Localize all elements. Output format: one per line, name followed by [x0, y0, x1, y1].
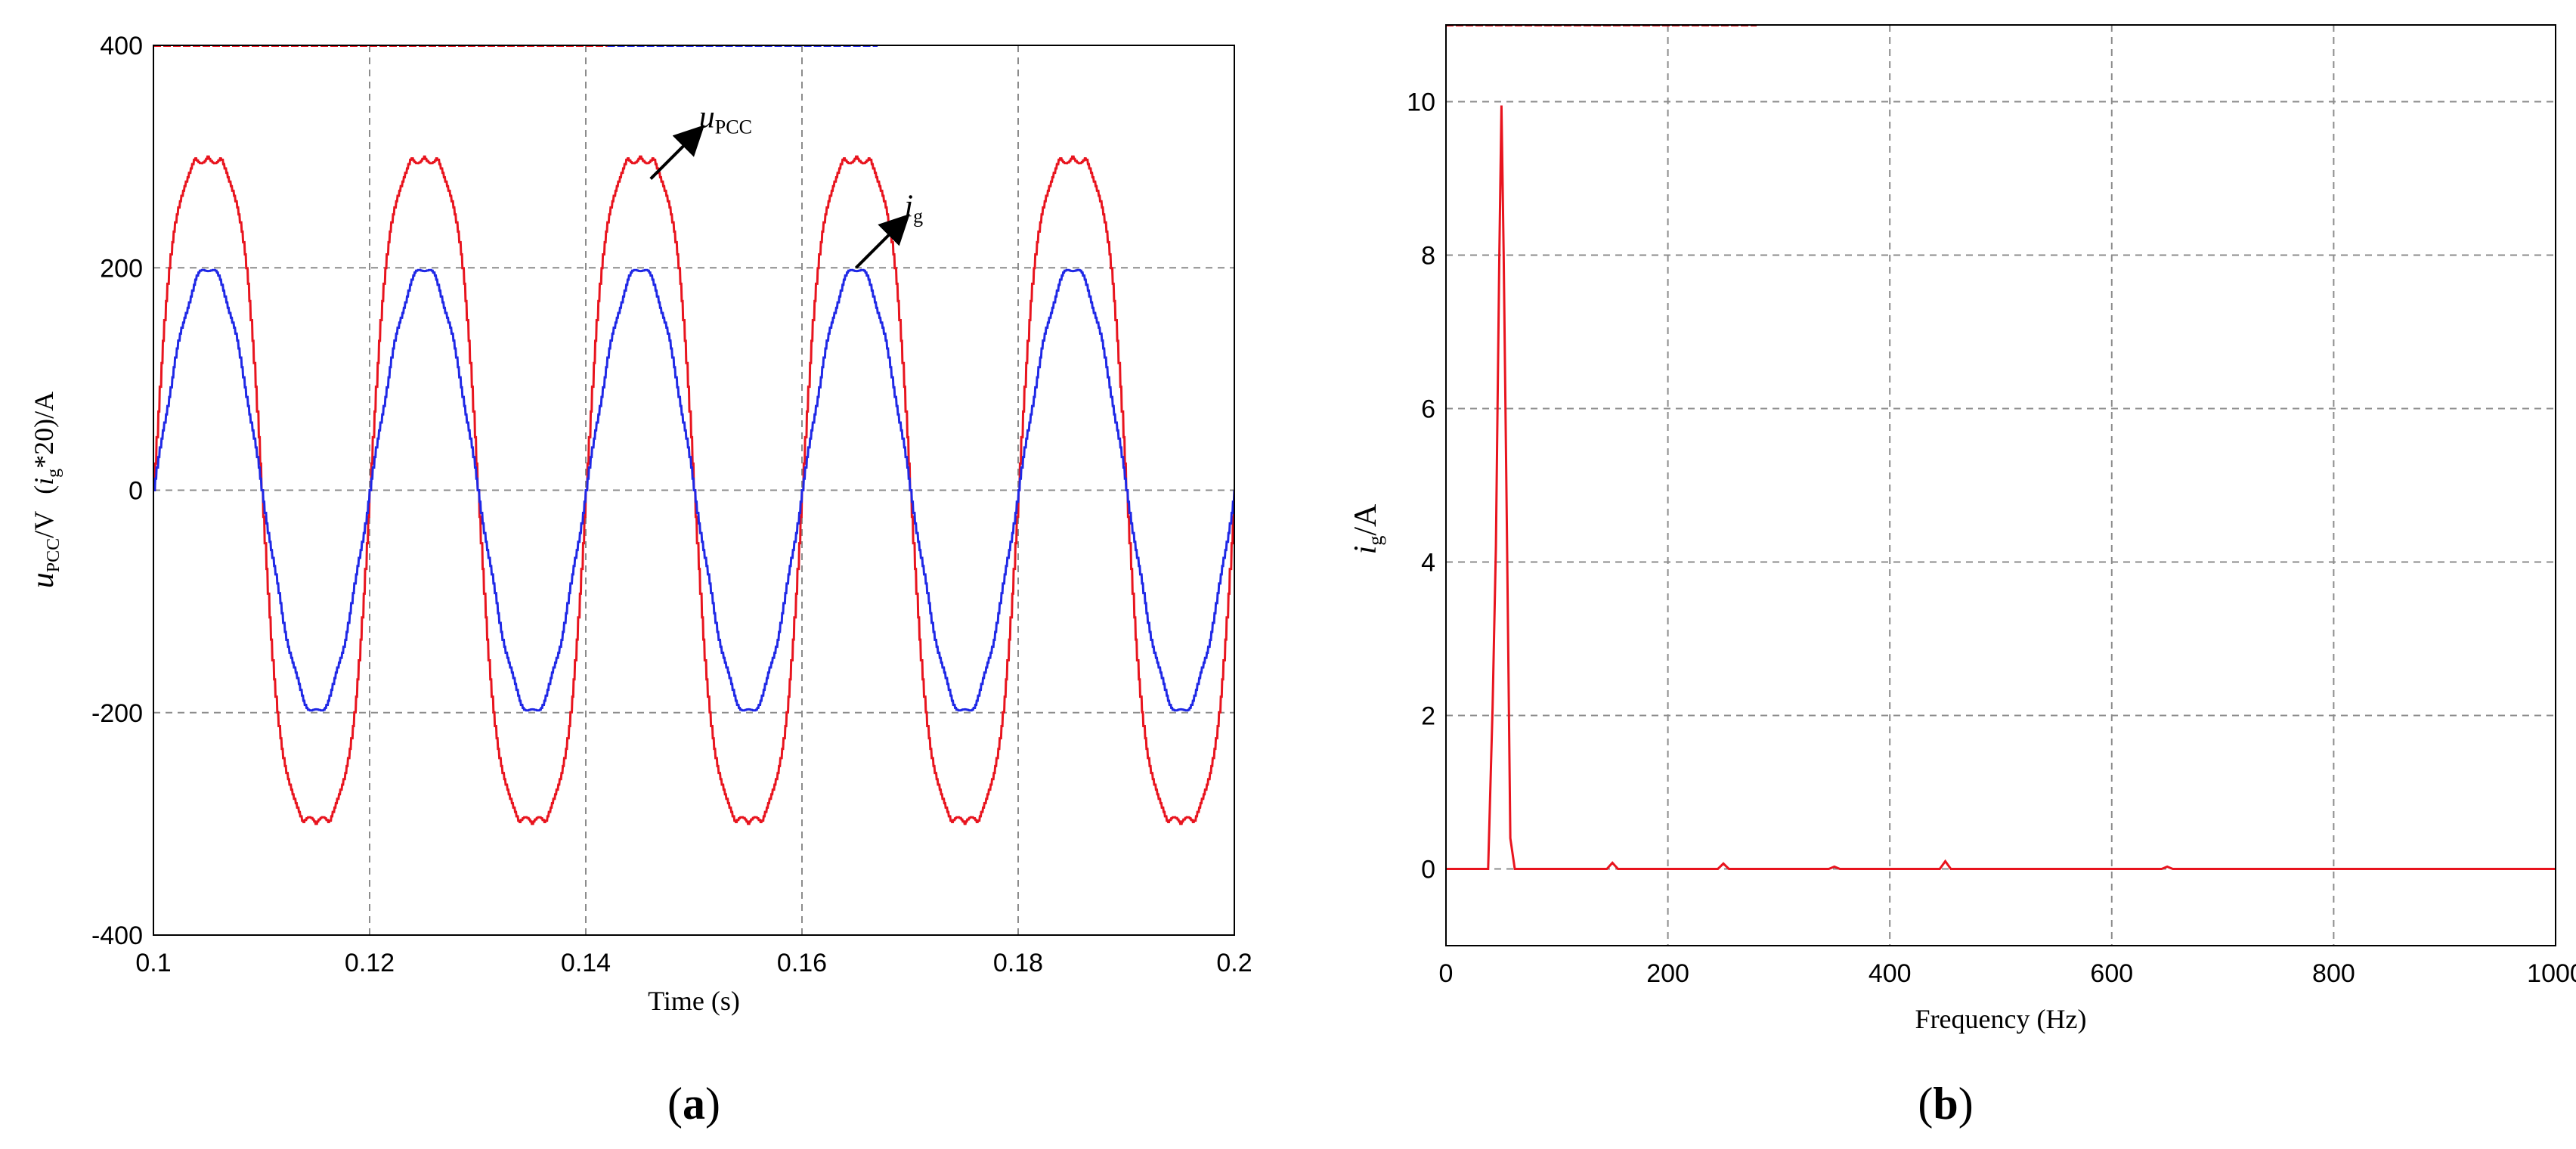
panel-label-a: (a) [667, 1079, 720, 1129]
x-axis-label-a: Time (s) [648, 986, 740, 1016]
annotations-a: uPCC ig [649, 101, 924, 269]
x-tick-label: 0.16 [777, 949, 827, 977]
chart-a: 0.1 0.12 0.14 0.16 0.18 0.2 400 200 0 -200 -400 u… [26, 32, 1252, 1129]
y-tick-label: 200 [100, 254, 143, 283]
x-tick-label: 0.1 [135, 949, 171, 977]
y-tick-label: 6 [1421, 395, 1435, 424]
annotation-label: ig [905, 189, 924, 227]
annotation-arrow [855, 213, 910, 269]
y-tick-label: 400 [100, 32, 143, 60]
x-tick-label: 0.2 [1216, 949, 1252, 977]
y-tick-label: -400 [91, 921, 143, 950]
plot-frame-a [153, 45, 1235, 936]
series-a [153, 45, 1234, 825]
y-ticks-a: 400 200 0 -200 -400 [91, 32, 143, 950]
x-ticks-a: 0.1 0.12 0.14 0.16 0.18 0.2 [135, 949, 1252, 977]
y-tick-label: 8 [1421, 242, 1435, 271]
x-axis-label-b: Frequency (Hz) [1915, 1004, 2087, 1034]
x-tick-label: 200 [1646, 959, 1689, 988]
x-tick-label: 1000 [2527, 959, 2576, 988]
x-ticks-b: 0 200 400 600 800 1000 [1439, 959, 2576, 988]
panel-label-b: (b) [1918, 1079, 1973, 1129]
annotation-label: uPCC [699, 101, 752, 138]
y-tick-label: 0 [1421, 856, 1435, 884]
x-tick-label: 600 [2090, 959, 2133, 988]
plot-frame-b [1445, 24, 2556, 946]
x-tick-label: 400 [1869, 959, 1912, 988]
y-ticks-b: 10 8 6 4 2 0 [1407, 88, 1435, 884]
x-tick-label: 0 [1439, 959, 1454, 988]
chart-b: 0 200 400 600 800 1000 10 8 6 4 2 0 Frequency (Hz)… [1348, 24, 2576, 1129]
gridlines-b [1446, 25, 2556, 946]
x-tick-label: 0.12 [345, 949, 395, 977]
annotation-arrow [649, 125, 705, 180]
y-axis-label-a: uPCC/V(ig*20)/A [26, 392, 63, 588]
y-tick-label: 4 [1421, 549, 1435, 578]
series-line-ig [1446, 105, 2556, 870]
x-tick-label: 0.18 [993, 949, 1043, 977]
y-tick-label: 2 [1421, 702, 1435, 731]
x-tick-label: 0.14 [561, 949, 611, 977]
series-b [1446, 25, 2556, 870]
y-tick-label: 0 [128, 477, 143, 506]
x-tick-label: 800 [2312, 959, 2355, 988]
series-line-ig [153, 268, 1234, 712]
y-tick-label: 10 [1407, 88, 1435, 117]
y-axis-label-b: ig/A [1348, 503, 1386, 554]
gridlines-a [153, 45, 1234, 935]
y-tick-label: -200 [91, 699, 143, 728]
